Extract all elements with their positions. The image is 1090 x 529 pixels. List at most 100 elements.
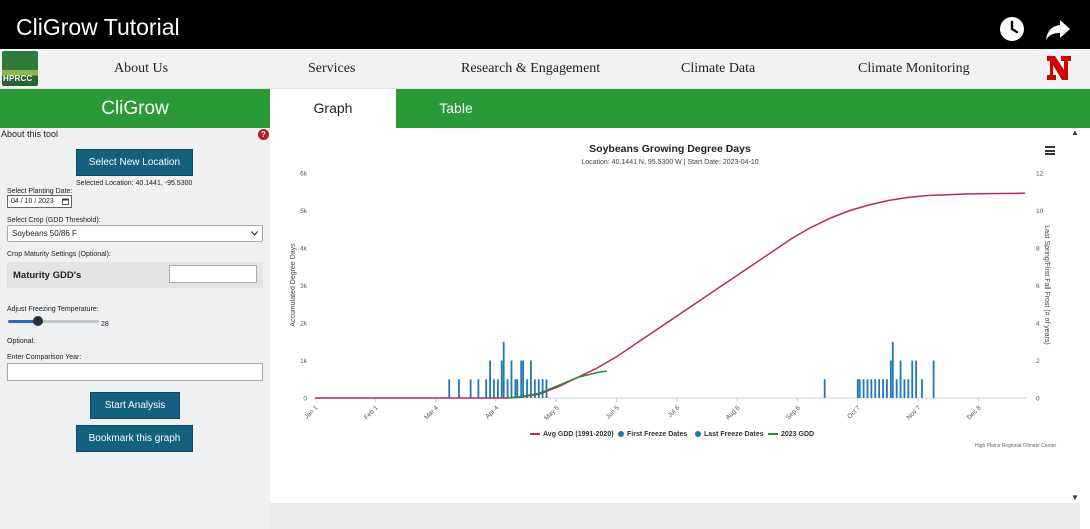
video-title-bar: CliGrow Tutorial (0, 0, 1090, 49)
scrollbar[interactable] (1070, 128, 1080, 503)
freeze-date-bar[interactable] (510, 360, 513, 399)
freeze-date-bar[interactable] (911, 360, 914, 399)
x-tick-label: Apr 4 (484, 404, 500, 420)
freeze-date-bar[interactable] (469, 379, 472, 398)
y2-tick-label: 2 (1036, 358, 1040, 365)
nebraska-n-logo[interactable] (1044, 53, 1074, 83)
legend-last-freeze-label: Last Freeze Dates (704, 431, 764, 438)
freeze-date-bar[interactable] (537, 379, 540, 398)
start-analysis-button[interactable]: Start Analysis (90, 392, 180, 419)
freeze-date-bar[interactable] (915, 360, 918, 399)
y-tick-label: 2k (300, 321, 308, 328)
help-icon[interactable]: ? (258, 129, 269, 140)
freeze-date-bar[interactable] (886, 379, 888, 398)
freeze-date-bar[interactable] (516, 379, 519, 398)
freeze-date-bar[interactable] (458, 379, 460, 398)
calendar-icon[interactable] (62, 198, 69, 205)
nav-about-us[interactable]: About Us (114, 61, 169, 76)
bookmark-graph-button[interactable]: Bookmark this graph (76, 425, 193, 452)
freeze-date-bar[interactable] (514, 379, 517, 398)
freeze-date-bar[interactable] (520, 360, 523, 399)
scroll-down-arrow[interactable]: ▼ (1071, 493, 1079, 502)
maturity-settings-panel: Maturity GDD's (7, 262, 263, 288)
freeze-date-bar[interactable] (500, 360, 503, 399)
tab-graph[interactable]: Graph (270, 89, 396, 128)
video-title: CliGrow Tutorial (16, 14, 180, 40)
legend-first-freeze[interactable]: First Freeze Dates (618, 431, 687, 438)
freeze-date-bar[interactable] (502, 341, 505, 398)
gdd-2023-line[interactable] (507, 370, 607, 399)
freeze-date-bar[interactable] (541, 379, 544, 398)
y-tick-label: 5k (300, 208, 308, 215)
freeze-date-bar[interactable] (895, 379, 898, 398)
freezing-temp-slider-thumb[interactable] (33, 316, 43, 326)
x-tick-label: Aug 6 (725, 404, 742, 421)
about-tool-link[interactable]: About this tool (1, 129, 59, 139)
freeze-date-bar[interactable] (522, 360, 525, 399)
chart-title: Soybeans Growing Degree Days (589, 143, 751, 155)
tab-table[interactable]: Table (439, 100, 473, 116)
hprcc-logo[interactable]: HPRCC (2, 51, 38, 86)
legend-last-freeze-swatch (695, 431, 701, 438)
freeze-date-bar[interactable] (493, 379, 495, 398)
nav-climate-monitoring[interactable]: Climate Monitoring (858, 61, 970, 76)
x-tick-label: Jul 6 (667, 404, 682, 419)
nav-services[interactable]: Services (308, 61, 356, 76)
freezing-temp-slider[interactable] (8, 320, 99, 323)
clock-icon[interactable] (998, 15, 1026, 43)
freeze-date-bar[interactable] (874, 379, 877, 398)
freeze-date-bar[interactable] (921, 379, 923, 398)
x-tick-label: May 5 (543, 404, 561, 422)
freeze-date-bar[interactable] (891, 341, 894, 398)
planting-date-input[interactable]: 04 / 10 / 2023 (7, 195, 72, 208)
legend-avg-gdd-label: Avg GDD (1991-2020) (543, 431, 614, 438)
nav-research-engagement[interactable]: Research & Engagement (461, 61, 601, 76)
freeze-date-bar[interactable] (448, 379, 451, 398)
freeze-date-bar[interactable] (878, 379, 881, 398)
y-tick-label: 4k (300, 246, 308, 253)
app-header: CliGrow Graph Table (0, 89, 1090, 128)
chart-menu-icon[interactable] (1045, 146, 1055, 155)
freeze-date-bar[interactable] (899, 360, 902, 399)
freeze-date-bar[interactable] (533, 379, 536, 398)
chart-subtitle: Location: 40.1441 N, 95.5300 W | Start D… (581, 159, 758, 166)
y-tick-label: 3k (300, 283, 308, 290)
freezing-temp-slider-fill (8, 320, 38, 323)
freeze-date-bar[interactable] (823, 379, 826, 398)
freeze-date-bar[interactable] (530, 360, 532, 399)
freeze-date-bar[interactable] (858, 379, 861, 398)
crop-select-value: Soybeans 50/86 F (12, 229, 77, 238)
y2-tick-label: 12 (1036, 171, 1044, 178)
freeze-date-bar[interactable] (496, 379, 499, 398)
freeze-date-bar[interactable] (856, 379, 859, 398)
nav-climate-data[interactable]: Climate Data (681, 61, 756, 76)
comparison-year-input[interactable] (7, 363, 263, 381)
freeze-date-bar[interactable] (526, 379, 528, 398)
select-location-button[interactable]: Select New Location (76, 149, 193, 176)
freeze-date-bar[interactable] (903, 379, 906, 398)
avg-gdd-line[interactable] (315, 192, 1026, 399)
crop-select[interactable]: Soybeans 50/86 F (7, 225, 263, 242)
scroll-up-arrow[interactable]: ▲ (1071, 128, 1079, 137)
legend-avg-gdd[interactable]: Avg GDD (1991-2020) (530, 431, 614, 438)
legend-last-freeze[interactable]: Last Freeze Dates (695, 431, 764, 438)
freeze-date-bar[interactable] (882, 379, 884, 398)
freeze-date-bar[interactable] (489, 360, 491, 399)
x-tick-label: Feb 1 (363, 404, 380, 421)
freeze-date-bar[interactable] (932, 360, 935, 399)
freeze-date-bar[interactable] (889, 360, 892, 399)
freeze-date-bar[interactable] (506, 379, 509, 398)
freeze-date-bar[interactable] (907, 379, 910, 398)
maturity-gdd-input[interactable] (169, 265, 257, 283)
freeze-date-bar[interactable] (870, 379, 873, 398)
freeze-date-bar[interactable] (477, 379, 480, 398)
y-tick-label: 6k (300, 171, 308, 178)
share-icon[interactable] (1044, 15, 1072, 43)
freeze-date-bar[interactable] (866, 379, 869, 398)
freeze-date-bar[interactable] (545, 379, 548, 398)
footer-strip (270, 503, 1080, 529)
freeze-date-bar[interactable] (862, 379, 865, 398)
y-tick-label: 1k (300, 358, 308, 365)
legend-2023-gdd[interactable]: 2023 GDD (768, 431, 814, 438)
freeze-date-bar[interactable] (485, 379, 488, 398)
